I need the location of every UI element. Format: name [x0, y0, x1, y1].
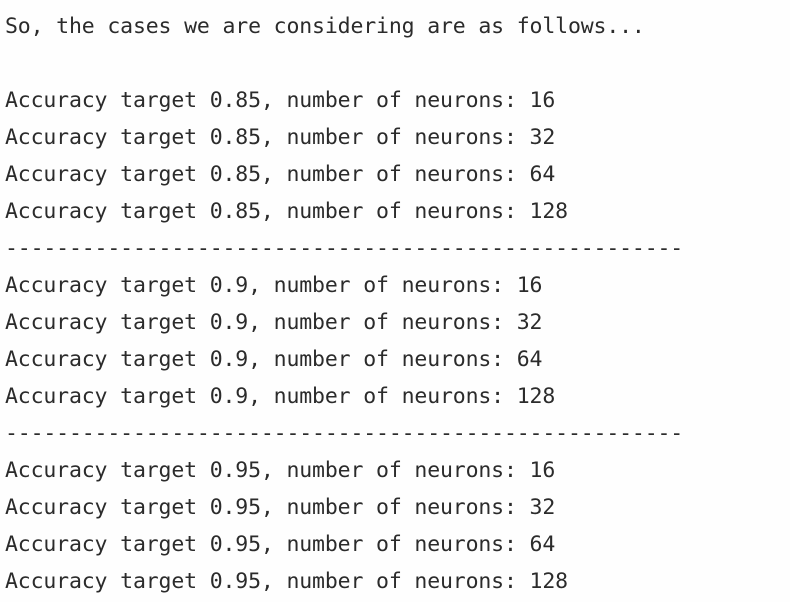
console-header-line: So, the cases we are considering are as …: [5, 14, 645, 39]
case-line-085-16: Accuracy target 0.85, number of neurons:…: [5, 88, 556, 113]
case-line-095-16: Accuracy target 0.95, number of neurons:…: [5, 458, 556, 483]
case-line-085-32: Accuracy target 0.85, number of neurons:…: [5, 125, 556, 150]
group-separator-2: ----------------------------------------…: [5, 421, 684, 446]
case-line-095-128: Accuracy target 0.95, number of neurons:…: [5, 569, 568, 594]
case-line-095-32: Accuracy target 0.95, number of neurons:…: [5, 495, 556, 520]
case-line-085-64: Accuracy target 0.85, number of neurons:…: [5, 162, 556, 187]
group-separator-1: ----------------------------------------…: [5, 236, 684, 261]
console-blank-line: [5, 45, 790, 82]
case-line-09-64: Accuracy target 0.9, number of neurons: …: [5, 347, 543, 372]
case-line-085-128: Accuracy target 0.85, number of neurons:…: [5, 199, 568, 224]
case-line-095-64: Accuracy target 0.95, number of neurons:…: [5, 532, 556, 557]
case-line-09-128: Accuracy target 0.9, number of neurons: …: [5, 384, 556, 409]
case-line-09-16: Accuracy target 0.9, number of neurons: …: [5, 273, 543, 298]
case-line-09-32: Accuracy target 0.9, number of neurons: …: [5, 310, 543, 335]
